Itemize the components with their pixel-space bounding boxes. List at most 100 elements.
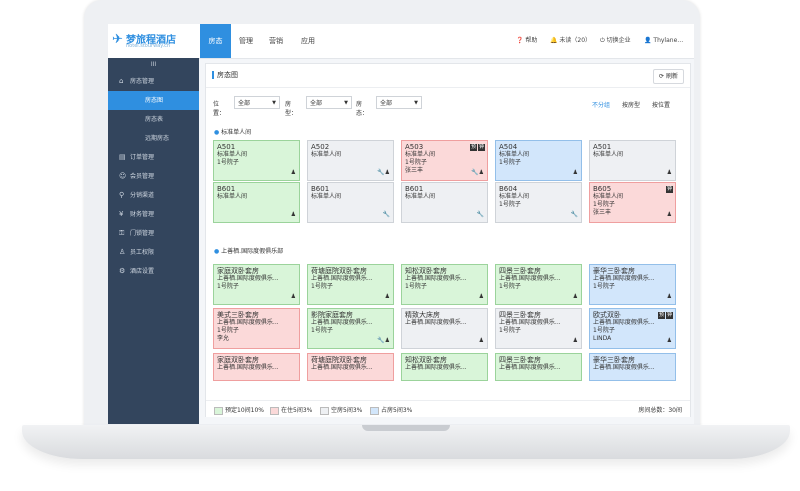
refresh-button[interactable]: ⟳ 刷新 xyxy=(653,69,684,84)
room-card[interactable]: 家庭双卧套房 上善栖.国际度假俱乐... 1号院子 ♟ xyxy=(213,264,300,305)
room-card[interactable]: 豪华三卧套房 上善栖.国际度假俱乐... 1号院子 ♟ xyxy=(589,264,676,305)
legend-swatch xyxy=(214,406,223,415)
section-title: ● 标准单人间 xyxy=(214,127,251,136)
sidebar-item-channels[interactable]: ⚲ 分销渠道 xyxy=(108,186,199,205)
app-logo[interactable]: ✈ 梦旅程酒店 hotel.stourway.cn xyxy=(112,29,196,53)
filter-roomtype-select[interactable]: 全部 ▼ xyxy=(306,96,352,109)
room-number: 影院家庭套房 xyxy=(311,311,353,319)
broom-icon: ♟ xyxy=(290,211,296,218)
sidebar-item-room-table[interactable]: 房态表 xyxy=(145,116,164,123)
broom-icon: ♟ xyxy=(666,337,672,344)
room-card[interactable]: B601 标准单人间 🔧 xyxy=(307,182,394,223)
user-menu[interactable]: 👤 Thylane… xyxy=(644,24,683,58)
sidebar-item-orders[interactable]: ▤ 订单管理 xyxy=(108,148,199,167)
room-card[interactable]: B604 标准单人间 1号院子 🔧 xyxy=(495,182,582,223)
help-icon: ❓ xyxy=(516,37,524,44)
view-ungrouped[interactable]: 不分组 xyxy=(592,102,611,109)
room-card[interactable]: 美式三卧套房 上善栖.国际度假俱乐... 1号院子 李允 xyxy=(213,308,300,349)
laptop-notch xyxy=(362,425,450,431)
room-number: B605 xyxy=(593,185,612,193)
room-location: 1号院子 xyxy=(499,283,521,290)
room-number: 美式三卧套房 xyxy=(217,311,259,319)
room-card[interactable]: 四景三卧套房 上善栖.国际度假俱乐... 1号院子 ♟ xyxy=(495,264,582,305)
room-card[interactable]: A501 标准单人间 ♟ xyxy=(589,140,676,181)
chevron-down-icon: ▼ xyxy=(344,100,348,106)
room-type: 上善栖.国际度假俱乐... xyxy=(405,319,467,326)
room-card[interactable]: B601 标准单人间 ♟ xyxy=(213,182,300,223)
broom-icon: ♟ xyxy=(666,293,672,300)
top-bar: ✈ 梦旅程酒店 hotel.stourway.cn 房态 管理 营销 应用 ❓ … xyxy=(108,24,694,59)
room-type: 上善栖.国际度假俱乐... xyxy=(311,319,373,326)
room-card[interactable]: A503 标准单人间 1号院子 张三丰 🔧♟ 预钟 xyxy=(401,140,488,181)
tab-manage[interactable]: 管理 xyxy=(239,37,253,45)
room-card[interactable]: A504 标准单人间 1号院子 ♟ xyxy=(495,140,582,181)
switch-company-link[interactable]: ⏻ 切换企业 xyxy=(600,24,631,58)
home-icon: ⌂ xyxy=(119,77,124,85)
legend-label: 在住5间3% xyxy=(281,407,313,414)
sidebar-item-room-status[interactable]: ⌂ 房态管理 xyxy=(108,72,199,91)
logo-icon: ✈ xyxy=(112,32,123,47)
room-card[interactable]: 精致大床房 上善栖.国际度假俱乐... ♟ xyxy=(401,308,488,349)
room-card[interactable]: 豪华三卧套房 上善栖.国际度假俱乐... xyxy=(589,353,676,381)
view-by-roomtype[interactable]: 按房型 xyxy=(622,102,641,109)
room-number: B604 xyxy=(499,185,518,193)
room-card[interactable]: 知松双卧套房 上善栖.国际度假俱乐... 1号院子 ♟ xyxy=(401,264,488,305)
room-type: 上善栖.国际度假俱乐... xyxy=(217,364,279,371)
room-badge: 预 xyxy=(658,312,665,319)
room-guest: 张三丰 xyxy=(405,167,424,174)
room-type: 标准单人间 xyxy=(405,151,436,158)
room-card[interactable]: 家庭双卧套房 上善栖.国际度假俱乐... xyxy=(213,353,300,381)
room-location: 1号院子 xyxy=(593,327,615,334)
room-card[interactable]: 欧式双卧 上善栖.国际度假俱乐... 1号院子 LINDA ♟ 预钟 xyxy=(589,308,676,349)
tab-room-status[interactable]: 房态 xyxy=(200,24,231,58)
help-link[interactable]: ❓ 帮助 xyxy=(516,24,537,58)
broom-icon: ♟ xyxy=(290,169,296,176)
room-card[interactable]: 荷塘庭院双卧套房 上善栖.国际度假俱乐... xyxy=(307,353,394,381)
bullet-icon: ● xyxy=(214,129,220,136)
sidebar-item-room-map[interactable]: 房态图 xyxy=(108,91,199,110)
sidebar-item-staff[interactable]: ♙ 员工权限 xyxy=(108,243,199,262)
page-header: 房态图 ⟳ 刷新 xyxy=(206,64,690,88)
switch-company-label: 切换企业 xyxy=(606,37,631,44)
bell-icon: 🔔 xyxy=(550,37,558,44)
room-badge: 钟 xyxy=(666,312,673,319)
sidebar-item-future-status[interactable]: 远期房态 xyxy=(145,135,170,142)
tab-marketing[interactable]: 营销 xyxy=(269,37,283,45)
room-type: 上善栖.国际度假俱乐... xyxy=(217,275,279,282)
sidebar: III ⌂ 房态管理 房态图 房态表 远期房态 ▤ 订单管理 ☺ 会员管理 ⚲ 分销渠道… xyxy=(108,58,199,424)
wrench-icon: 🔧 xyxy=(570,211,578,218)
room-card[interactable]: B605 标准单人间 1号院子 张三丰 ♟ 钟 xyxy=(589,182,676,223)
room-type: 上善栖.国际度假俱乐... xyxy=(593,364,655,371)
sidebar-item-members[interactable]: ☺ 会员管理 xyxy=(108,167,199,186)
broom-icon: ♟ xyxy=(572,169,578,176)
unread-link[interactable]: 🔔 未读（20） xyxy=(550,24,591,58)
filter-status-select[interactable]: 全部 ▼ xyxy=(376,96,422,109)
room-card[interactable]: 四景三卧套房 上善栖.国际度假俱乐... 1号院子 ♟ xyxy=(495,308,582,349)
sidebar-toggle[interactable]: III xyxy=(150,61,157,68)
room-card[interactable]: B601 标准单人间 🔧 xyxy=(401,182,488,223)
room-card[interactable]: 知松双卧套房 上善栖.国际度假俱乐... xyxy=(401,353,488,381)
room-location: 1号院子 xyxy=(217,283,239,290)
broom-icon: ♟ xyxy=(384,293,390,300)
help-label: 帮助 xyxy=(525,37,538,44)
room-card[interactable]: 四景三卧套房 上善栖.国际度假俱乐... xyxy=(495,353,582,381)
room-number: 欧式双卧 xyxy=(593,311,621,319)
tab-apps[interactable]: 应用 xyxy=(301,37,315,45)
room-card[interactable]: A502 标准单人间 🔧♟ xyxy=(307,140,394,181)
sidebar-item-finance[interactable]: ¥ 财务管理 xyxy=(108,205,199,224)
wrench-broom-icon: 🔧♟ xyxy=(471,169,484,176)
sidebar-item-label: 员工权限 xyxy=(130,249,155,256)
room-guest: 李允 xyxy=(217,335,230,342)
broom-icon: ♟ xyxy=(478,293,484,300)
filter-location-select[interactable]: 全部 ▼ xyxy=(234,96,280,109)
legend-swatch xyxy=(320,406,329,415)
sidebar-item-locks[interactable]: ⚿ 门锁管理 xyxy=(108,224,199,243)
sidebar-item-settings[interactable]: ⚙ 酒店设置 xyxy=(108,262,199,281)
room-card[interactable]: 荷塘庭院双卧套房 上善栖.国际度假俱乐... 1号院子 ♟ xyxy=(307,264,394,305)
filter-location-label: 位置： xyxy=(213,101,226,117)
view-by-location[interactable]: 按位置 xyxy=(652,102,671,109)
room-card[interactable]: 影院家庭套房 上善栖.国际度假俱乐... 1号院子 🔧♟ xyxy=(307,308,394,349)
logo-title: 梦旅程酒店 xyxy=(126,35,176,46)
legend-label: 占房5间3% xyxy=(381,407,413,414)
room-card[interactable]: A501 标准单人间 1号院子 ♟ xyxy=(213,140,300,181)
